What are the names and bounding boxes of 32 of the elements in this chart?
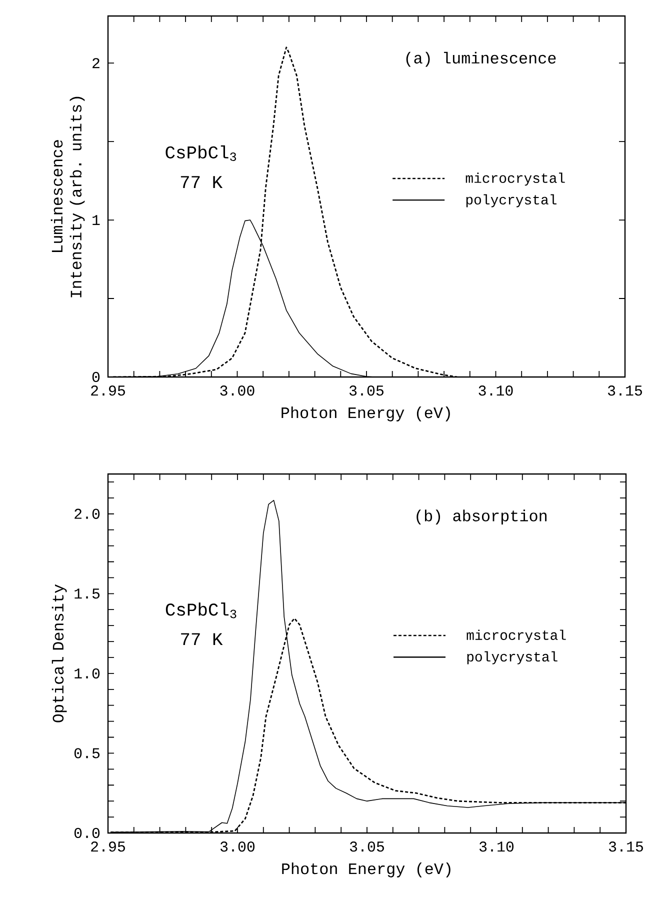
y-tick-label: 0 (92, 372, 100, 382)
y-tick-label: 2.0 (74, 508, 100, 519)
x-axis-title: Photon Energy (eV) (282, 406, 450, 422)
legend-label: microcrystal (466, 630, 566, 643)
x-tick-label: 3.15 (609, 842, 643, 852)
x-tick-label: 3.10 (478, 386, 513, 396)
annotation: (a) luminescence (406, 52, 556, 67)
y-tick-label: 0.5 (74, 748, 100, 758)
y-tick-label: 0.0 (74, 828, 100, 838)
legend-label: microcrystal (466, 172, 565, 186)
y-axis-title: Luminescence Intensity (arb. units) (50, 96, 85, 298)
x-tick-label: 3.05 (350, 386, 384, 396)
x-tick-label: 2.95 (91, 842, 125, 852)
y-tick-label: 1.5 (74, 588, 100, 599)
annotation: CsPbCl$_{3}$ (166, 602, 236, 618)
y-tick-label: 1 (92, 215, 100, 225)
x-tick-label: 3.15 (608, 386, 642, 396)
x-tick-label: 3.05 (350, 842, 384, 852)
legend-label: polycrystal (467, 651, 558, 664)
annotation: 77 K (181, 633, 223, 646)
x-tick-label: 3.00 (220, 386, 254, 396)
y-axis-title: Optical Density (52, 584, 67, 722)
x-tick-label: 2.95 (91, 386, 125, 396)
x-tick-label: 3.10 (480, 842, 514, 852)
annotation: (b) absorption (416, 510, 546, 525)
x-tick-label: 3.00 (220, 842, 255, 852)
annotation: 77 K (180, 176, 223, 188)
x-axis-title: Photon Energy (eV) (282, 862, 450, 878)
y-tick-label: 1.0 (74, 668, 100, 678)
y-tick-label: 2 (92, 58, 100, 68)
legend-label: polycrystal (466, 194, 556, 208)
annotation: CsPbCl$_{3}$ (166, 145, 236, 162)
